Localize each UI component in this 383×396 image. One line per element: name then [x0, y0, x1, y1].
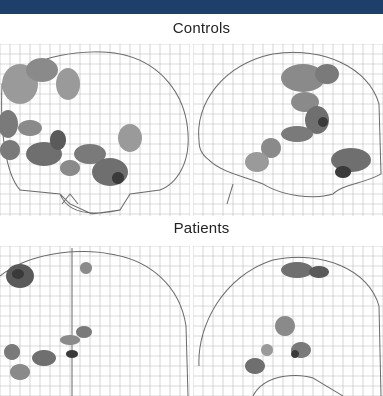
- patients-coronal-glass-brain: [0, 246, 190, 396]
- activation-clusters: [245, 64, 371, 178]
- group-label-patients: Patients: [173, 220, 230, 237]
- controls-sagittal-glass-brain: [193, 44, 383, 216]
- activation-clusters: [0, 58, 142, 186]
- activation-clusters: [245, 262, 329, 374]
- brain-outline: [1, 51, 189, 215]
- grid-lines: [0, 246, 190, 396]
- controls-coronal-glass-brain: [0, 44, 190, 216]
- brain-outline: [198, 51, 382, 198]
- brain-outline: [0, 251, 189, 396]
- group-label-controls: Controls: [172, 20, 231, 37]
- brain-outline: [198, 256, 382, 396]
- header-bar: [0, 0, 383, 14]
- activation-clusters: [4, 262, 92, 380]
- patients-sagittal-glass-brain: [193, 246, 383, 396]
